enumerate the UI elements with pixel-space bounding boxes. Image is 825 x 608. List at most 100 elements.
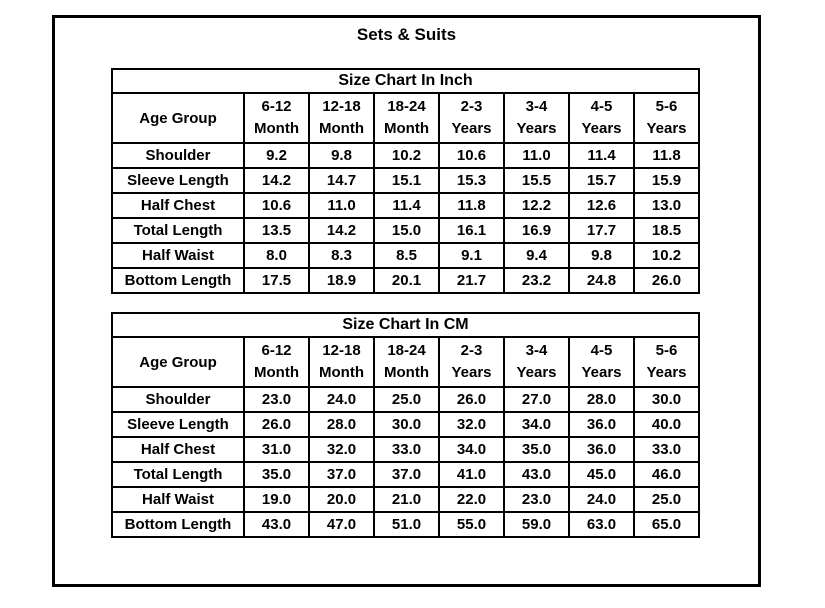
column-header-line2: Years <box>516 120 557 137</box>
value-cell: 16.9 <box>503 217 570 244</box>
column-header-line2: Years <box>646 364 687 381</box>
value-cell: 45.0 <box>568 461 635 488</box>
column-header-line1: 6-12 <box>261 98 292 115</box>
column-header: 3-4 Years <box>503 92 570 144</box>
value-cell: 25.0 <box>373 386 440 413</box>
column-header: 18-24 Month <box>373 336 440 388</box>
value-cell: 11.0 <box>308 192 375 219</box>
table-row: Bottom Length 43.0 47.0 51.0 55.0 59.0 63.0 65.… <box>111 511 700 538</box>
column-header-line2: Years <box>581 364 622 381</box>
column-header: 2-3 Years <box>438 92 505 144</box>
value-cell: 17.5 <box>243 267 310 294</box>
value-cell: 20.1 <box>373 267 440 294</box>
page-title: Sets & Suits <box>356 25 457 44</box>
table-caption-row: Size Chart In Inch <box>111 68 700 94</box>
value-cell: 26.0 <box>633 267 700 294</box>
value-cell: 9.1 <box>438 242 505 269</box>
value-cell: 31.0 <box>243 436 310 463</box>
column-header-line1: 4-5 <box>590 342 613 359</box>
value-cell: 9.2 <box>243 142 310 169</box>
value-cell: 63.0 <box>568 511 635 538</box>
column-header: 12-18 Month <box>308 92 375 144</box>
column-header-line2: Years <box>516 364 557 381</box>
value-cell: 15.3 <box>438 167 505 194</box>
age-group-header: Age Group <box>111 92 245 144</box>
value-cell: 21.7 <box>438 267 505 294</box>
value-cell: 30.0 <box>373 411 440 438</box>
value-cell: 12.2 <box>503 192 570 219</box>
column-header-line1: 3-4 <box>525 98 548 115</box>
column-header-line2: Month <box>319 120 364 137</box>
value-cell: 11.4 <box>568 142 635 169</box>
column-header-line1: 12-18 <box>322 98 361 115</box>
value-cell: 21.0 <box>373 486 440 513</box>
row-label: Half Chest <box>111 192 245 219</box>
table-row: Sleeve Length 14.2 14.7 15.1 15.3 15.5 15.7 15.… <box>111 167 700 194</box>
value-cell: 9.4 <box>503 242 570 269</box>
row-label: Bottom Length <box>111 267 245 294</box>
size-chart-cm-table: Size Chart In CM Age Group 6-12 Month 12-18 M… <box>111 312 700 538</box>
column-header-line1: 5-6 <box>655 98 678 115</box>
value-cell: 35.0 <box>243 461 310 488</box>
value-cell: 23.0 <box>243 386 310 413</box>
value-cell: 9.8 <box>308 142 375 169</box>
table-row: Half Chest 10.6 11.0 11.4 11.8 12.2 12.6 13.0 <box>111 192 700 219</box>
table-row: Bottom Length 17.5 18.9 20.1 21.7 23.2 24.8 26.… <box>111 267 700 294</box>
value-cell: 59.0 <box>503 511 570 538</box>
value-cell: 43.0 <box>503 461 570 488</box>
value-cell: 15.9 <box>633 167 700 194</box>
value-cell: 11.8 <box>438 192 505 219</box>
value-cell: 32.0 <box>308 436 375 463</box>
table-row: Shoulder 9.2 9.8 10.2 10.6 11.0 11.4 11.8 <box>111 142 700 169</box>
value-cell: 15.5 <box>503 167 570 194</box>
column-header-line2: Month <box>384 120 429 137</box>
value-cell: 37.0 <box>308 461 375 488</box>
value-cell: 65.0 <box>633 511 700 538</box>
value-cell: 11.8 <box>633 142 700 169</box>
value-cell: 18.9 <box>308 267 375 294</box>
table-row: Half Chest 31.0 32.0 33.0 34.0 35.0 36.0 33.0 <box>111 436 700 463</box>
column-header: 4-5 Years <box>568 336 635 388</box>
column-header: 18-24 Month <box>373 92 440 144</box>
value-cell: 27.0 <box>503 386 570 413</box>
row-label: Half Waist <box>111 242 245 269</box>
table-row: Sleeve Length 26.0 28.0 30.0 32.0 34.0 36.0 40.… <box>111 411 700 438</box>
column-header: 5-6 Years <box>633 336 700 388</box>
value-cell: 26.0 <box>243 411 310 438</box>
value-cell: 10.6 <box>438 142 505 169</box>
row-label: Shoulder <box>111 386 245 413</box>
row-label: Sleeve Length <box>111 411 245 438</box>
value-cell: 34.0 <box>503 411 570 438</box>
value-cell: 33.0 <box>373 436 440 463</box>
value-cell: 19.0 <box>243 486 310 513</box>
age-group-header: Age Group <box>111 336 245 388</box>
table-row: Total Length 13.5 14.2 15.0 16.1 16.9 17.7 18.5 <box>111 217 700 244</box>
value-cell: 24.0 <box>568 486 635 513</box>
value-cell: 32.0 <box>438 411 505 438</box>
value-cell: 17.7 <box>568 217 635 244</box>
value-cell: 14.2 <box>308 217 375 244</box>
table-title: Size Chart In CM <box>111 312 700 338</box>
table-row: Total Length 35.0 37.0 37.0 41.0 43.0 45.0 46.0 <box>111 461 700 488</box>
column-header-line2: Years <box>451 364 492 381</box>
value-cell: 41.0 <box>438 461 505 488</box>
value-cell: 28.0 <box>308 411 375 438</box>
value-cell: 33.0 <box>633 436 700 463</box>
value-cell: 36.0 <box>568 436 635 463</box>
column-header: 5-6 Years <box>633 92 700 144</box>
value-cell: 28.0 <box>568 386 635 413</box>
value-cell: 40.0 <box>633 411 700 438</box>
value-cell: 8.0 <box>243 242 310 269</box>
column-header-line1: 2-3 <box>460 342 483 359</box>
table-title: Size Chart In Inch <box>111 68 700 94</box>
column-header: 2-3 Years <box>438 336 505 388</box>
value-cell: 15.7 <box>568 167 635 194</box>
column-header: 12-18 Month <box>308 336 375 388</box>
row-label: Half Chest <box>111 436 245 463</box>
value-cell: 47.0 <box>308 511 375 538</box>
table-header-row: Age Group 6-12 Month 12-18 Month 18-24 Month 2-… <box>111 336 700 388</box>
value-cell: 46.0 <box>633 461 700 488</box>
value-cell: 23.0 <box>503 486 570 513</box>
column-header-line2: Years <box>451 120 492 137</box>
row-label: Shoulder <box>111 142 245 169</box>
